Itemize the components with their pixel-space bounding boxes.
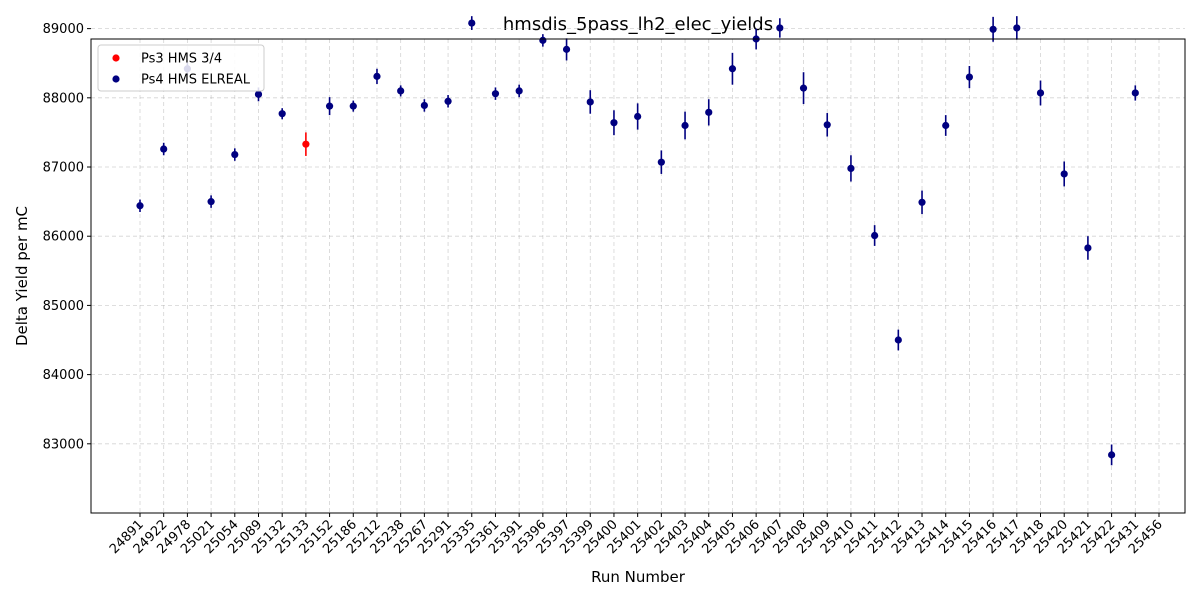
legend-marker [112, 75, 120, 83]
data-point [681, 121, 689, 130]
data-point [468, 19, 476, 27]
data-point [231, 150, 239, 159]
data-point [491, 90, 500, 98]
y-tick-label: 83000 [43, 437, 84, 452]
data-point [349, 102, 357, 110]
data-point [302, 140, 310, 148]
data-point [610, 119, 618, 127]
data-point [894, 336, 902, 344]
legend-label: Ps3 HMS 3/4 [141, 52, 222, 67]
data-point [586, 98, 594, 106]
data-point [562, 45, 571, 53]
data-point [1084, 244, 1092, 252]
data-point [373, 72, 381, 80]
legend-marker [112, 54, 120, 62]
data-point [136, 202, 144, 210]
data-point [1131, 89, 1139, 97]
data-point [871, 231, 879, 240]
data-point [918, 198, 926, 206]
y-tick-label: 87000 [43, 161, 84, 176]
data-point [799, 84, 808, 92]
data-point [728, 65, 737, 73]
data-point [965, 73, 974, 81]
data-point [420, 101, 428, 110]
y-tick-label: 84000 [43, 368, 84, 383]
chart-title: hmsdis_5pass_lh2_elec_yields [503, 14, 773, 35]
data-point [776, 24, 784, 32]
data-point [325, 102, 334, 110]
plot-frame [90, 38, 1186, 514]
y-tick-label: 85000 [43, 299, 84, 314]
x-axis-ticks: 2489124922249782502125054250892513225133… [107, 513, 1166, 557]
data-point [278, 110, 286, 118]
y-tick-label: 89000 [43, 22, 84, 37]
data-point [705, 108, 713, 116]
y-tick-label: 88000 [43, 91, 84, 106]
data-point [160, 145, 168, 153]
legend-label: Ps4 HMS ELREAL [141, 73, 251, 88]
data-point [1036, 89, 1045, 97]
data-point [207, 198, 215, 206]
data-point [397, 87, 405, 95]
data-point [1060, 170, 1068, 178]
data-point [539, 36, 547, 44]
legend: Ps3 HMS 3/4 Ps4 HMS ELREAL [97, 44, 265, 92]
legend-box [97, 44, 265, 92]
data-point [1108, 451, 1116, 459]
data-point [634, 112, 642, 121]
data-point [657, 158, 665, 166]
data-points [136, 16, 1139, 466]
data-point [942, 121, 950, 130]
data-point [823, 121, 831, 129]
y-axis-label: Delta Yield per mC [13, 206, 31, 346]
y-tick-label: 86000 [43, 230, 84, 245]
data-point [989, 25, 997, 33]
data-point [1013, 24, 1021, 32]
y-axis-ticks: 83000 84000 85000 86000 87000 88000 89000 [43, 22, 91, 452]
data-point [254, 90, 263, 98]
grid-layer [91, 28, 1185, 513]
data-point [847, 164, 855, 172]
data-point [444, 97, 452, 105]
data-point [515, 87, 523, 95]
x-axis-label: Run Number [591, 568, 686, 586]
